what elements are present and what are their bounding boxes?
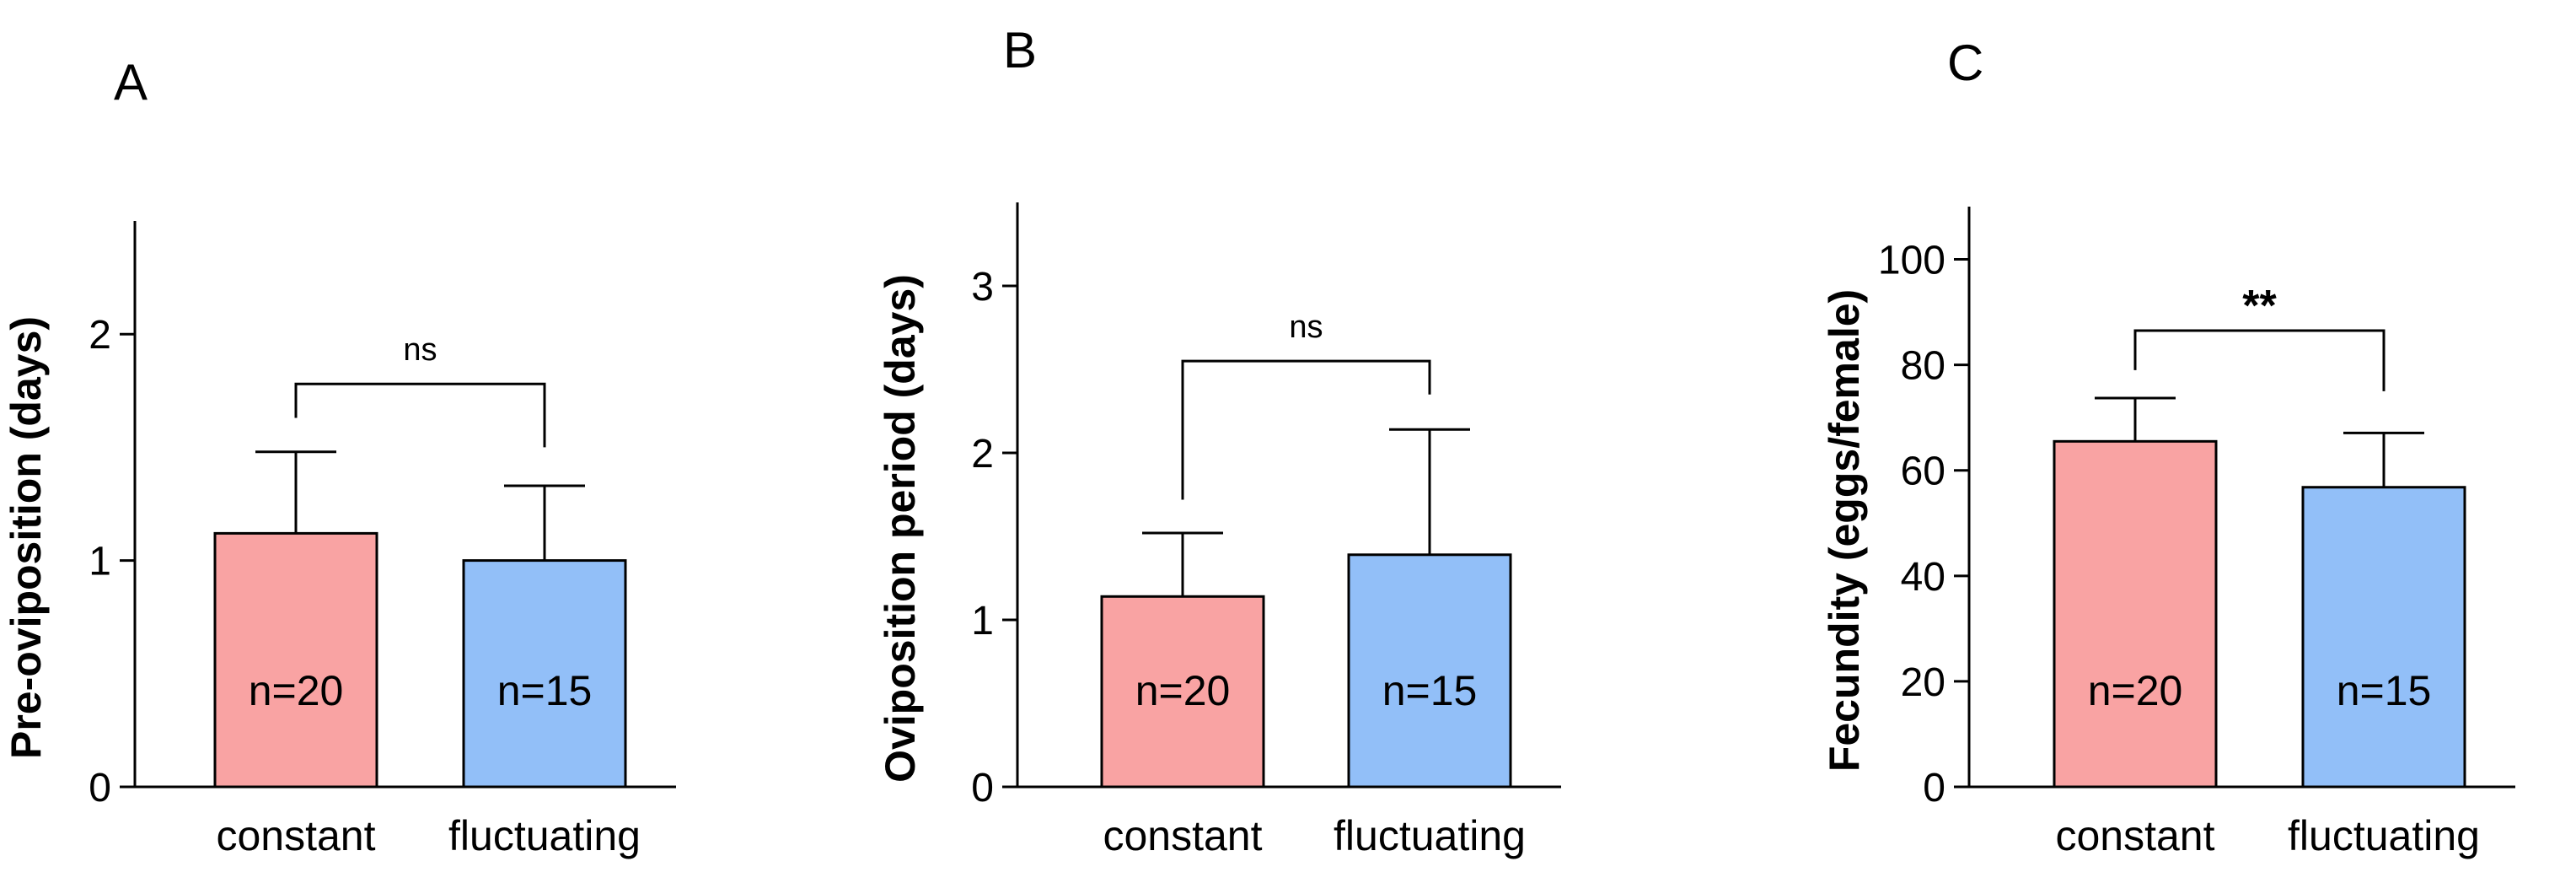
x-category-label: constant — [216, 812, 375, 859]
y-tick-label: 20 — [1901, 660, 1945, 705]
n-label: n=15 — [2337, 667, 2432, 714]
y-axis-title: Oviposition period (days) — [877, 274, 924, 783]
significance-bracket — [2133, 329, 2385, 391]
y-tick-label: 100 — [1878, 239, 1945, 283]
bar-fluctuating — [1347, 553, 1512, 789]
y-tick-label: 2 — [89, 313, 111, 358]
significance-bracket — [1181, 359, 1431, 500]
significance-label: ns — [403, 332, 437, 368]
bar-fluctuating — [2301, 486, 2466, 789]
x-category-label: fluctuating — [2288, 812, 2480, 859]
n-label: n=15 — [497, 667, 593, 714]
significance-label: ns — [1289, 310, 1323, 345]
panel-label: B — [1003, 22, 1037, 78]
significance-label: ** — [2242, 282, 2277, 331]
panel-label: C — [1947, 35, 1983, 91]
x-category-label: fluctuating — [448, 812, 641, 859]
y-axis-title: Fecundity (eggs/female) — [1821, 289, 1868, 772]
n-label: n=20 — [249, 667, 344, 714]
y-tick-label: 3 — [971, 265, 994, 310]
y-tick-label: 0 — [89, 766, 111, 810]
chart-panel-a: A 0 1 2 Pre-oviposition (days) n=20 constant n=… — [3, 54, 676, 859]
y-tick-label: 80 — [1901, 344, 1945, 389]
x-category-label: constant — [2055, 812, 2214, 859]
n-label: n=20 — [1135, 667, 1231, 714]
bar-constant — [2053, 439, 2218, 789]
bar-fluctuating — [462, 559, 627, 789]
y-axis-title: Pre-oviposition (days) — [3, 316, 50, 759]
y-tick-label: 40 — [1901, 555, 1945, 600]
y-tick-label: 0 — [1923, 766, 1945, 810]
y-tick-label: 0 — [971, 766, 994, 810]
n-label: n=15 — [1382, 667, 1478, 714]
y-tick-label: 1 — [971, 599, 994, 643]
significance-bracket — [294, 382, 546, 448]
y-tick-label: 2 — [971, 432, 994, 476]
n-label: n=20 — [2088, 667, 2183, 714]
y-tick-label: 1 — [89, 540, 111, 584]
y-tick-label: 60 — [1901, 450, 1945, 494]
panel-label: A — [114, 54, 148, 110]
x-category-label: constant — [1103, 812, 1262, 859]
bar-constant — [213, 531, 378, 789]
x-category-label: fluctuating — [1334, 812, 1526, 859]
chart-panel-b: B 0 1 2 3 Oviposition period (days) n=20 consta… — [877, 22, 1561, 859]
